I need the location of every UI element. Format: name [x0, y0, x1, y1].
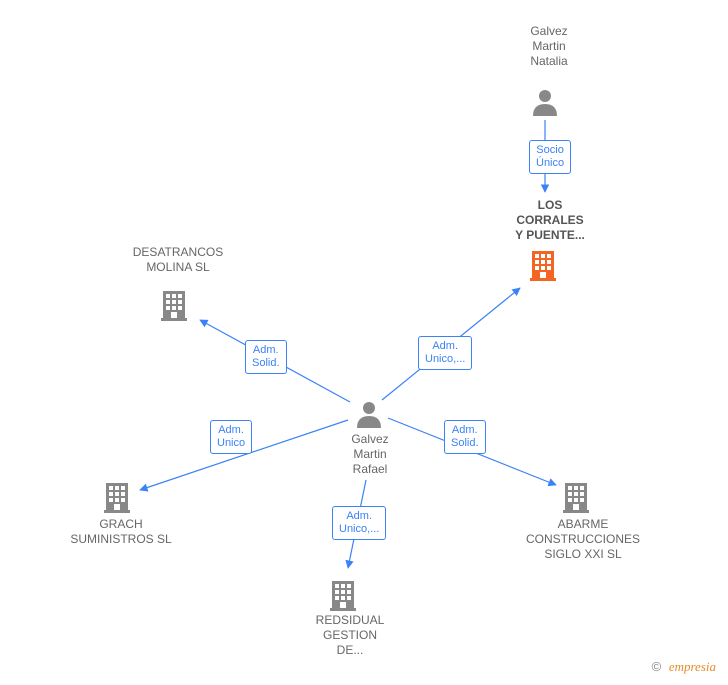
company-icon-redsidual[interactable]: [330, 581, 356, 611]
node-label-natalia[interactable]: Galvez Martin Natalia: [514, 24, 584, 69]
person-icon-rafael[interactable]: [357, 402, 381, 428]
brand-name: empresia: [669, 659, 716, 674]
node-label-grach[interactable]: GRACH SUMINISTROS SL: [56, 517, 186, 547]
person-icon-natalia[interactable]: [533, 90, 557, 116]
edge-label-rafael-redsidual: Adm. Unico,...: [332, 506, 386, 540]
edge-label-natalia-corrales: Socio Único: [529, 140, 571, 174]
edge-label-rafael-desatrancos: Adm. Solid.: [245, 340, 287, 374]
node-label-redsidual[interactable]: REDSIDUAL GESTION DE...: [300, 613, 400, 658]
node-label-abarme[interactable]: ABARME CONSTRUCCIONES SIGLO XXI SL: [508, 517, 658, 562]
diagram-canvas: [0, 0, 728, 685]
company-icon-grach[interactable]: [104, 483, 130, 513]
company-icon-desatrancos[interactable]: [161, 291, 187, 321]
node-label-rafael[interactable]: Galvez Martin Rafael: [340, 432, 400, 477]
edge-label-rafael-corrales: Adm. Unico,...: [418, 336, 472, 370]
copyright-symbol: ©: [652, 659, 662, 674]
edge-label-rafael-grach: Adm. Unico: [210, 420, 252, 454]
footer: © empresia: [652, 659, 716, 675]
node-label-corrales[interactable]: LOS CORRALES Y PUENTE...: [500, 198, 600, 243]
company-icon-corrales[interactable]: [530, 251, 556, 281]
edge-label-rafael-abarme: Adm. Solid.: [444, 420, 486, 454]
node-label-desatrancos[interactable]: DESATRANCOS MOLINA SL: [118, 245, 238, 275]
company-icon-abarme[interactable]: [563, 483, 589, 513]
